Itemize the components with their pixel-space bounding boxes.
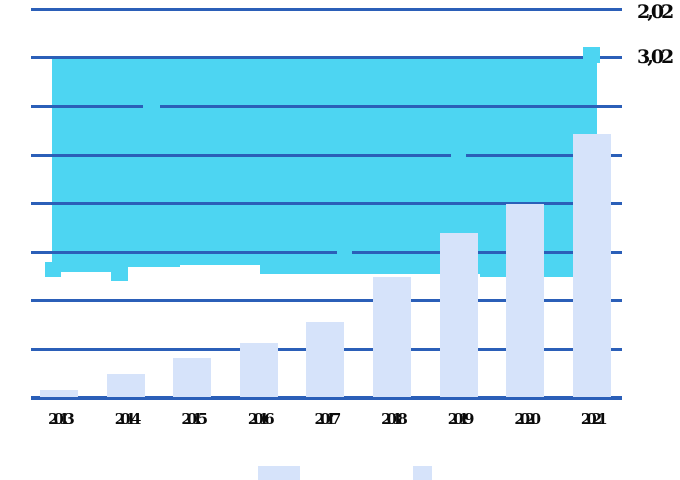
x-axis-label: 2018	[381, 410, 408, 428]
legend-swatch	[258, 466, 300, 480]
bar-2019	[439, 232, 478, 397]
bar-2020	[506, 204, 545, 397]
x-axis-label: 2021	[580, 410, 608, 428]
area-point-marker	[583, 47, 600, 63]
x-axis-label: 2019	[447, 410, 475, 428]
gridline	[31, 299, 622, 303]
gridline	[31, 250, 337, 254]
gridline	[352, 250, 622, 254]
x-axis-label: 2016	[247, 410, 275, 428]
series-value-label: 3,02	[637, 46, 674, 68]
bar-2016	[239, 343, 278, 397]
gridline	[31, 104, 143, 108]
gridline	[466, 153, 622, 157]
bar-2017	[306, 322, 345, 397]
bar-2021	[572, 134, 611, 397]
bar-2018	[373, 276, 411, 397]
gridline	[160, 104, 622, 108]
series-value-label: 2,02	[637, 1, 674, 23]
area-series	[52, 57, 597, 277]
x-axis-label: 2015	[181, 410, 208, 428]
x-axis-line	[31, 396, 622, 400]
bar-2014	[106, 374, 145, 397]
gridline	[31, 7, 622, 11]
gridline	[31, 56, 622, 60]
x-axis-label: 2014	[114, 410, 142, 428]
area-point-marker	[45, 262, 61, 277]
gridline	[31, 202, 622, 206]
x-axis-label: 2013	[48, 410, 75, 428]
x-axis-label: 2017	[314, 410, 342, 428]
bar-2015	[173, 358, 212, 397]
x-axis-label: 2020	[514, 410, 541, 428]
gridline	[31, 153, 451, 157]
area-point-marker	[111, 265, 128, 281]
legend-swatch	[413, 466, 432, 480]
bar-2013	[40, 389, 78, 397]
